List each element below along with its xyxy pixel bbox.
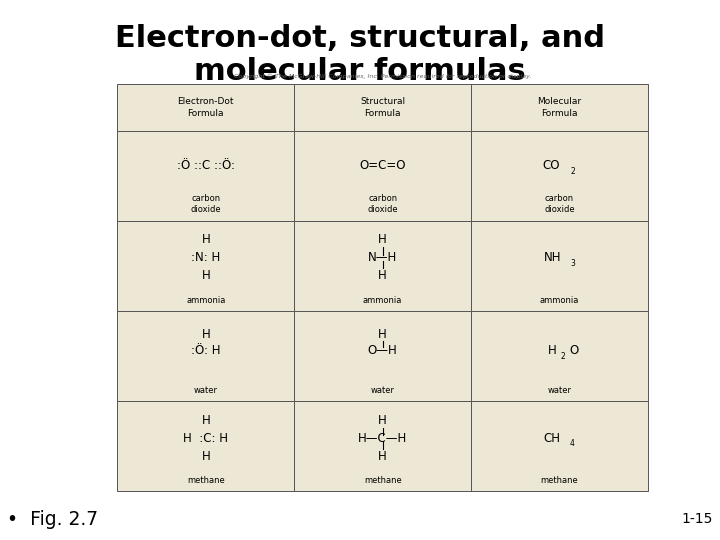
Text: water: water xyxy=(194,386,217,395)
Text: 3: 3 xyxy=(570,259,575,268)
Text: Electron-dot, structural, and: Electron-dot, structural, and xyxy=(115,24,605,53)
Text: methane: methane xyxy=(364,476,402,485)
Text: CO: CO xyxy=(542,159,559,172)
Text: H: H xyxy=(202,414,210,427)
Text: H: H xyxy=(378,269,387,282)
Text: N—H: N—H xyxy=(368,251,397,264)
Text: methane: methane xyxy=(187,476,225,485)
Text: water: water xyxy=(371,386,395,395)
Text: Structural
Formula: Structural Formula xyxy=(360,97,405,118)
Bar xyxy=(117,131,294,221)
Text: methane: methane xyxy=(541,476,578,485)
Text: 1-15: 1-15 xyxy=(681,512,713,526)
Bar xyxy=(117,84,294,131)
Bar xyxy=(471,311,648,401)
Bar xyxy=(294,221,471,311)
Text: :N: H: :N: H xyxy=(192,251,220,264)
Bar xyxy=(471,221,648,311)
Text: H: H xyxy=(202,233,210,246)
Text: H  :C: H: H :C: H xyxy=(184,431,228,445)
Text: H—C—H: H—C—H xyxy=(358,431,408,445)
Text: O—H: O—H xyxy=(368,344,397,357)
Text: :Ö: H: :Ö: H xyxy=(191,344,220,357)
Text: O=C=O: O=C=O xyxy=(359,159,406,172)
Bar xyxy=(471,84,648,131)
Bar xyxy=(294,84,471,131)
Text: H: H xyxy=(378,328,387,341)
Text: H: H xyxy=(378,449,387,463)
Text: molecular formulas: molecular formulas xyxy=(194,57,526,86)
Bar xyxy=(294,131,471,221)
Bar xyxy=(117,221,294,311)
Text: Copyright © The McGraw-Hill Companies, Inc. Permission required for reproduction: Copyright © The McGraw-Hill Companies, I… xyxy=(234,74,531,79)
Text: O: O xyxy=(570,344,579,357)
Text: H: H xyxy=(202,328,210,341)
Text: water: water xyxy=(548,386,572,395)
Text: Electron-Dot
Formula: Electron-Dot Formula xyxy=(178,97,234,118)
Bar xyxy=(117,401,294,491)
Text: NH: NH xyxy=(544,251,561,264)
Text: carbon
dioxide: carbon dioxide xyxy=(367,194,398,214)
Text: H: H xyxy=(378,233,387,246)
Bar xyxy=(117,311,294,401)
Text: ammonia: ammonia xyxy=(540,295,580,305)
Text: 4: 4 xyxy=(570,439,575,448)
Text: ammonia: ammonia xyxy=(186,295,225,305)
Text: H: H xyxy=(548,344,557,357)
Text: carbon
dioxide: carbon dioxide xyxy=(544,194,575,214)
Text: 2: 2 xyxy=(570,167,575,176)
Text: H: H xyxy=(378,414,387,427)
Bar xyxy=(294,401,471,491)
Text: :Ö ::C ::Ö:: :Ö ::C ::Ö: xyxy=(177,159,235,172)
Text: Molecular
Formula: Molecular Formula xyxy=(538,97,582,118)
Text: H: H xyxy=(202,269,210,282)
Bar xyxy=(471,401,648,491)
Text: CH: CH xyxy=(544,431,561,445)
Text: 2: 2 xyxy=(560,352,564,361)
Bar xyxy=(471,131,648,221)
Text: ammonia: ammonia xyxy=(363,295,402,305)
Text: carbon
dioxide: carbon dioxide xyxy=(191,194,221,214)
Text: •  Fig. 2.7: • Fig. 2.7 xyxy=(7,510,99,529)
Text: H: H xyxy=(202,449,210,463)
Bar xyxy=(294,311,471,401)
